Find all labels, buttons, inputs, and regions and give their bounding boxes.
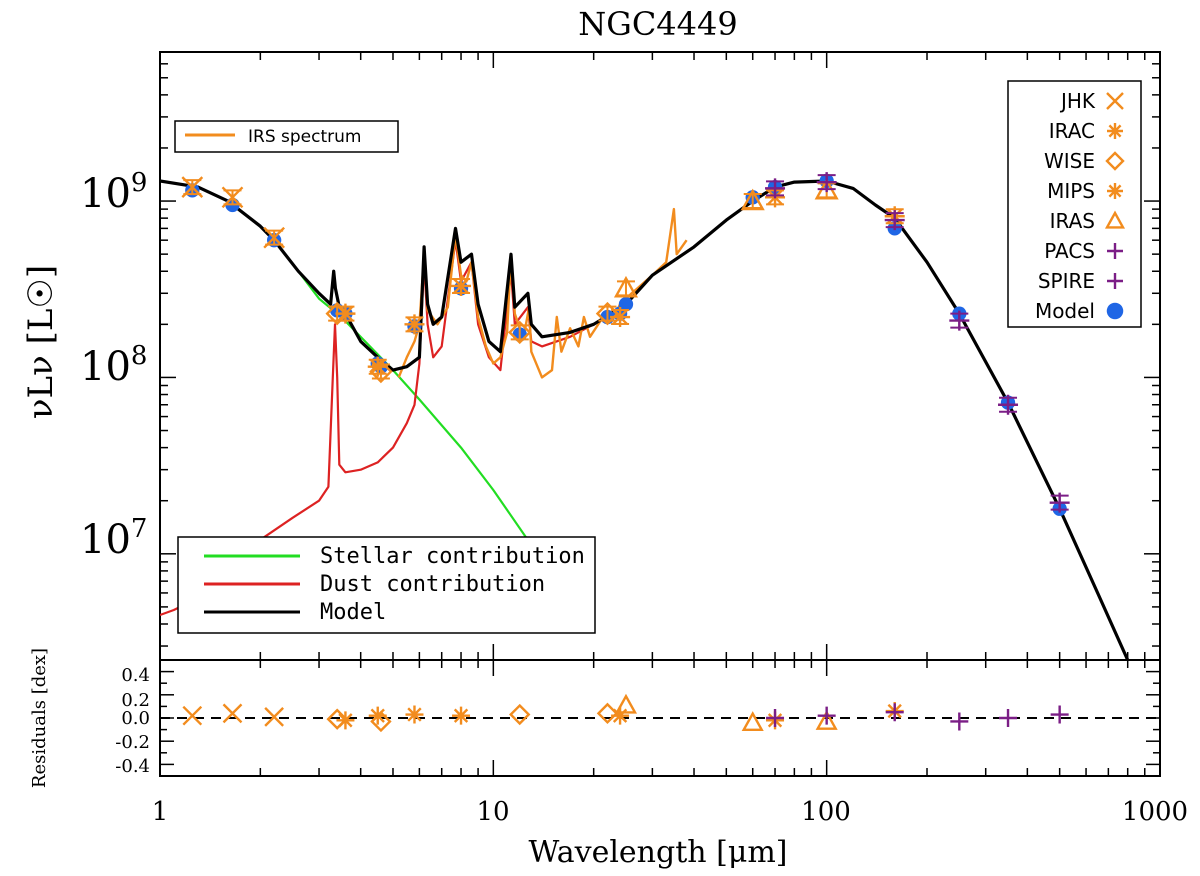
- series-model: [160, 179, 1130, 660]
- y-tick-labels: 109 108 107: [80, 168, 147, 563]
- res-tick-label: -0.2: [115, 732, 150, 753]
- legend-symbol-model: [1106, 302, 1124, 320]
- y-tick-label-1e7: 107: [80, 514, 147, 563]
- x-tick-label: 1: [152, 797, 169, 827]
- residual-iras: [614, 693, 638, 714]
- legend-label-dust: Dust contribution: [320, 572, 545, 597]
- residual-irac: [452, 706, 471, 725]
- point-wise: [325, 301, 349, 326]
- point-irac: [367, 356, 388, 377]
- point-wise: [369, 359, 393, 384]
- res-tick-label: -0.4: [115, 756, 150, 777]
- point-jhk: [181, 176, 204, 198]
- residual-wise: [326, 708, 348, 730]
- legend-symbol-mips: [1107, 183, 1123, 199]
- legend-label-wise: WISE: [1044, 149, 1095, 173]
- legend-label-irac: IRAC: [1049, 119, 1095, 143]
- irs-legend: IRS spectrum: [174, 120, 399, 153]
- x-tick-label: 10: [476, 797, 509, 827]
- res-tick-label: 0.0: [121, 708, 150, 729]
- residual-jhk: [264, 706, 284, 727]
- legend-label-iras: IRAS: [1050, 209, 1095, 233]
- line-legend: Stellar contribution Dust contribution M…: [177, 536, 596, 634]
- legend-symbol-irac: [1107, 123, 1123, 139]
- point-wise: [508, 320, 532, 345]
- legend-symbol-iras: [1104, 210, 1126, 229]
- point-pacs: [884, 210, 905, 231]
- point-wise-errorbar: [598, 305, 617, 322]
- legend-symbol-pacs: [1107, 243, 1123, 259]
- y-tick-label-1e9: 109: [80, 168, 147, 217]
- point-spire: [998, 394, 1019, 415]
- legend-label-model: Model: [320, 600, 386, 625]
- res-tick-label: 0.4: [121, 665, 150, 686]
- point-legend: JHK IRAC WISE MIPS IRAS PACS SPIRE Model: [1007, 80, 1142, 328]
- residual-spire: [999, 709, 1018, 727]
- residual-wise: [509, 703, 531, 726]
- x-axis-label: Wavelength [μm]: [529, 835, 788, 870]
- point-legend-box: [1007, 80, 1142, 328]
- residual-wise: [596, 702, 619, 725]
- point-model: [618, 297, 634, 312]
- y-axis-label: νLν [L☉]: [21, 265, 61, 419]
- series-irs-spectrum: [397, 207, 688, 379]
- point-irac: [404, 314, 425, 335]
- residual-spire: [950, 712, 969, 731]
- x-tick-labels: 1 10 100 1000: [152, 797, 1188, 827]
- axis-ticks: [159, 51, 1160, 776]
- point-spire: [949, 310, 970, 331]
- residual-mips: [611, 706, 630, 725]
- residual-iras: [741, 711, 764, 732]
- legend-label-jhk: JHK: [1059, 89, 1096, 113]
- residual-pacs: [766, 709, 785, 727]
- x-tick-label: 1000: [1122, 797, 1188, 827]
- irs-legend-label: IRS spectrum: [248, 127, 361, 147]
- point-jhk: [221, 186, 244, 209]
- point-irac: [451, 275, 472, 296]
- residual-wise: [370, 710, 392, 733]
- chart-title: NGC4449: [578, 5, 737, 43]
- point-pacs: [765, 178, 786, 199]
- residual-jhk: [182, 705, 203, 726]
- residual-pacs: [817, 706, 836, 725]
- point-mips: [610, 307, 631, 328]
- residual-iras: [815, 710, 838, 730]
- legend-label-model-point: Model: [1035, 299, 1095, 323]
- point-wise-errorbar: [510, 324, 529, 341]
- legend-label-mips: MIPS: [1047, 179, 1095, 203]
- point-wise-errorbar: [371, 363, 390, 380]
- point-iras: [740, 188, 765, 211]
- photometry-points: [181, 172, 1070, 516]
- point-pacs: [816, 172, 837, 193]
- point-irac: [335, 303, 356, 324]
- res-tick-label: 0.2: [121, 690, 150, 711]
- legend-label-stellar: Stellar contribution: [320, 544, 585, 569]
- point-spire: [1049, 492, 1070, 513]
- point-jhk: [263, 226, 285, 249]
- residual-pacs: [885, 703, 904, 722]
- residual-points: [182, 693, 1069, 733]
- legend-symbol-jhk: [1106, 92, 1124, 110]
- residual-tick-labels: 0.4 0.2 0.0 -0.2 -0.4: [115, 665, 150, 777]
- legend-label-spire: SPIRE: [1038, 269, 1095, 293]
- residual-jhk: [222, 703, 243, 724]
- residuals-y-label: Residuals [dex]: [29, 648, 50, 788]
- x-tick-label: 100: [801, 797, 851, 827]
- legend-symbol-wise: [1105, 151, 1125, 171]
- residual-irac: [405, 705, 424, 724]
- point-wise-errorbar: [328, 305, 347, 322]
- y-tick-label-1e8: 108: [80, 341, 147, 390]
- legend-symbol-spire: [1107, 273, 1123, 289]
- legend-label-pacs: PACS: [1044, 239, 1095, 263]
- point-iras: [613, 275, 639, 298]
- residual-spire: [1050, 705, 1069, 724]
